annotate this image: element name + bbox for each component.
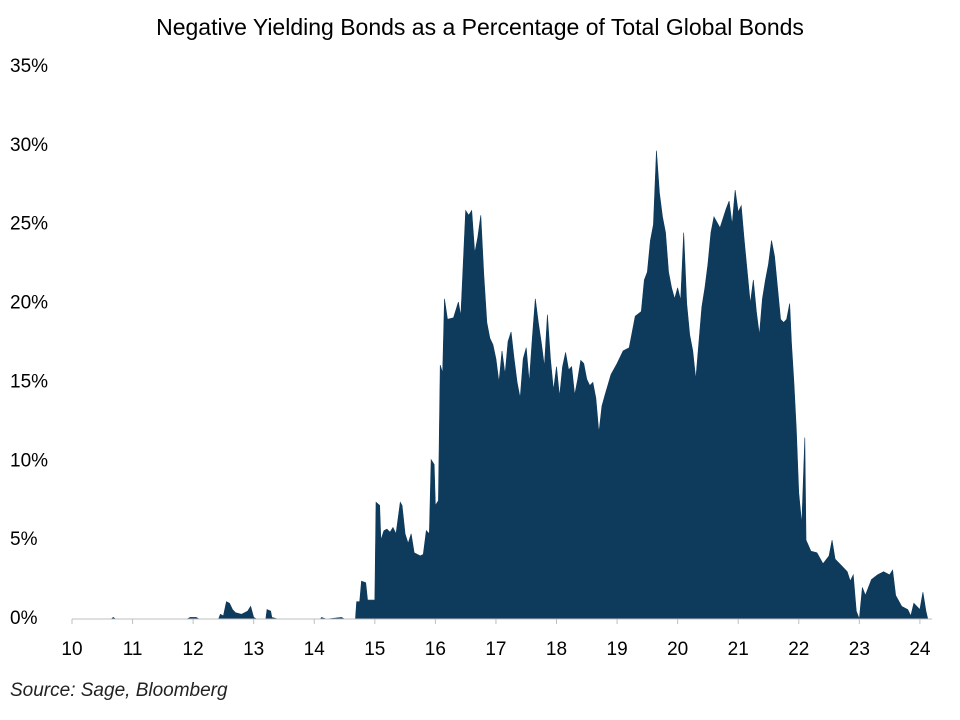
y-tick-label: 30% <box>10 135 48 156</box>
x-tick-label: 19 <box>607 639 628 660</box>
x-tick-label: 14 <box>304 639 326 660</box>
area <box>72 150 929 620</box>
y-tick-label: 5% <box>10 529 38 550</box>
y-tick-label: 20% <box>10 293 48 314</box>
x-tick-label: 12 <box>183 639 204 660</box>
x-tick-label: 10 <box>61 639 82 660</box>
x-tick-label: 21 <box>728 639 749 660</box>
x-tick-label: 11 <box>123 639 143 660</box>
y-tick-label: 25% <box>10 214 48 235</box>
x-tick-label: 22 <box>788 639 809 660</box>
y-tick-label: 0% <box>10 608 38 629</box>
chart-title: Negative Yielding Bonds as a Percentage … <box>156 14 804 40</box>
x-tick-label: 23 <box>849 639 870 660</box>
y-tick-label: 10% <box>10 450 48 471</box>
x-tick-label: 18 <box>546 639 567 660</box>
x-tick-label: 17 <box>485 639 506 660</box>
y-tick-label: 15% <box>10 371 48 392</box>
x-tick-label: 16 <box>425 639 446 660</box>
source-note: Source: Sage, Bloomberg <box>10 680 228 701</box>
x-tick-label: 24 <box>909 639 931 660</box>
x-tick-label: 13 <box>243 639 264 660</box>
x-tick-label: 15 <box>364 639 385 660</box>
x-tick-label: 20 <box>667 639 688 660</box>
y-tick-label: 35% <box>10 56 48 77</box>
